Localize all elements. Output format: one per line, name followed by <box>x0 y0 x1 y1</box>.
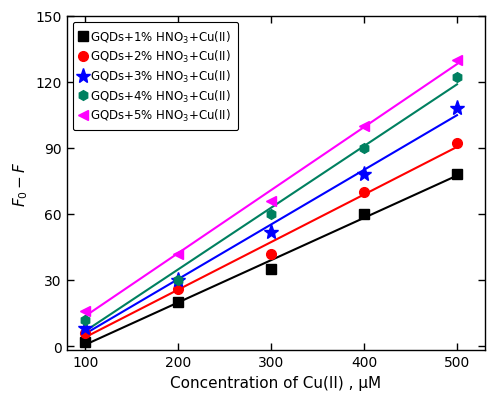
Y-axis label: $F_0-F$: $F_0-F$ <box>11 161 30 207</box>
Legend: GQDs+1% HNO$_3$+Cu(II), GQDs+2% HNO$_3$+Cu(II), GQDs+3% HNO$_3$+Cu(II), GQDs+4% : GQDs+1% HNO$_3$+Cu(II), GQDs+2% HNO$_3$+… <box>72 22 238 131</box>
X-axis label: Concentration of Cu(II) , μM: Concentration of Cu(II) , μM <box>170 375 381 390</box>
